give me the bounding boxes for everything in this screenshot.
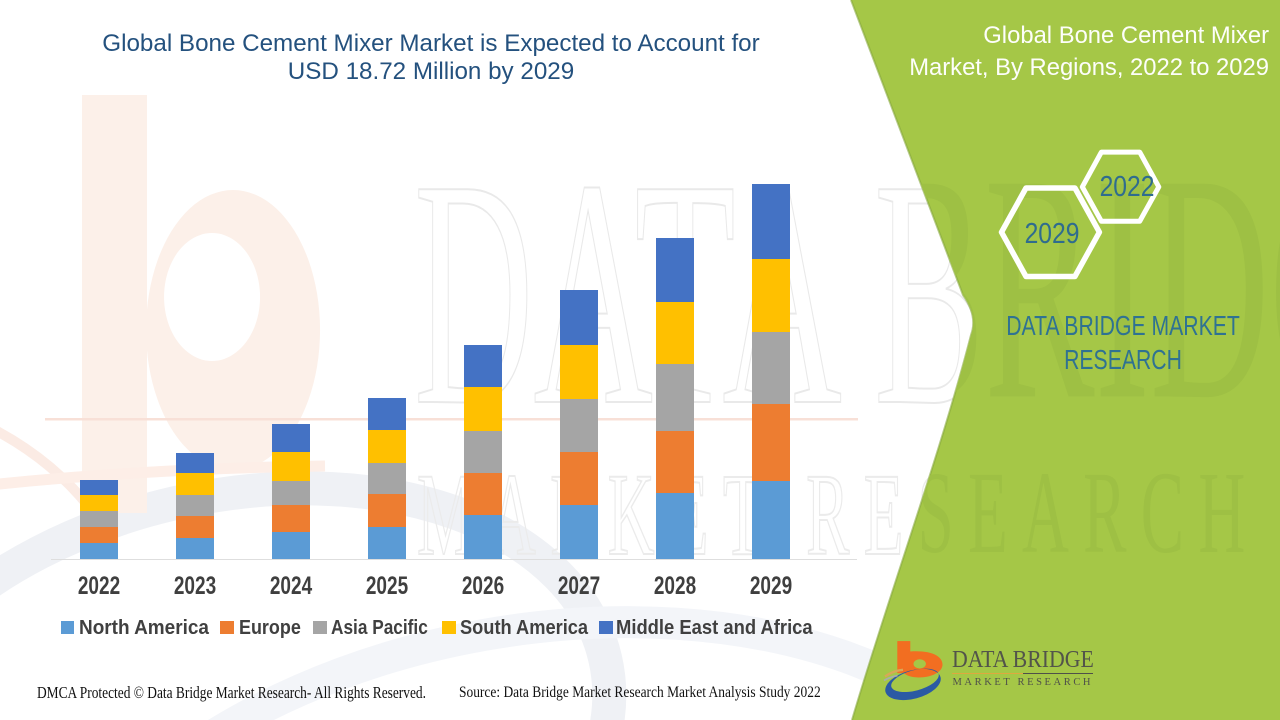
svg-text:DATA BRIDGE: DATA BRIDGE	[414, 107, 1280, 467]
svg-text:MARKET RESEARCH: MARKET RESEARCH	[417, 447, 1260, 578]
